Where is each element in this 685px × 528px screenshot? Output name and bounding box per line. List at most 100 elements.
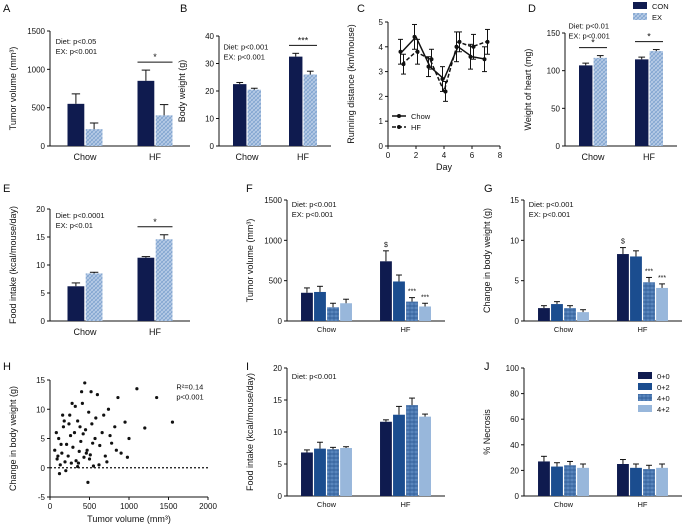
scatter-point	[61, 413, 65, 417]
scatter-point	[69, 461, 73, 465]
y-tick-label: 0	[556, 142, 561, 151]
panel-label: I	[246, 361, 249, 373]
bar-0plus0-chow	[538, 308, 550, 321]
x-tick-label: 8	[498, 151, 503, 160]
scatter-point	[76, 461, 81, 465]
x-tick-label: HF	[401, 500, 411, 509]
panel-e: E 0 5 10 15 20 Food intake (kcal/mouse/day) Cho…	[3, 183, 190, 337]
bar-0plus0-hf	[617, 254, 629, 321]
bar-ex-hf	[155, 239, 173, 321]
bar-0plus2-hf	[630, 467, 642, 496]
scatter-point	[76, 464, 80, 469]
scatter-point	[103, 454, 107, 458]
bar-4plus0-chow	[327, 307, 339, 321]
scatter-point	[60, 451, 64, 455]
x-tick-label: HF	[149, 152, 161, 162]
x-tick-label: HF	[297, 152, 309, 162]
scatter-point	[64, 469, 68, 473]
panel-label: B	[180, 3, 187, 15]
stat-text: Diet: p<0.001	[223, 43, 268, 52]
legend-marker	[397, 114, 401, 118]
x-tick-label: Chow	[73, 327, 97, 337]
bar-ex-chow	[247, 89, 261, 146]
significance-marker: ***	[298, 35, 309, 45]
y-tick-label: 1500	[27, 27, 45, 36]
scatter-point	[100, 431, 104, 435]
y-tick-label: 80	[510, 390, 519, 399]
bar-con-hf	[137, 257, 155, 321]
bar-4plus2-hf	[656, 287, 668, 321]
y-tick-label: 0	[41, 464, 46, 473]
scatter-point	[73, 404, 77, 408]
scatter-point	[81, 432, 85, 436]
x-tick-label: 0	[386, 151, 391, 160]
panel-d: D 0 50 100 150 Weight of heart (mg) Chow HF * * Di…	[523, 2, 677, 162]
panel-label: G	[484, 183, 493, 195]
data-point-hf	[415, 49, 420, 54]
stat-text: EX: p<0.001	[292, 210, 334, 219]
significance-marker: ***	[658, 275, 666, 282]
data-point-hf	[485, 39, 490, 44]
scatter-point	[68, 413, 72, 417]
bar-4plus2-chow	[577, 312, 589, 321]
x-tick-label: HF	[638, 500, 648, 509]
significance-marker: $	[384, 242, 388, 249]
scatter-point	[58, 463, 62, 467]
scatter-point	[143, 426, 147, 430]
scatter-point	[62, 419, 66, 423]
data-point-hf	[471, 44, 476, 49]
scatter-point	[110, 441, 114, 445]
y-tick-label: 30	[205, 60, 214, 69]
panel-f: F 0 500 1000 1500 Tumor volume (mm³) Chow HF $ **…	[245, 183, 445, 334]
scatter-point	[116, 395, 120, 400]
y-tick-label: 0	[515, 317, 520, 326]
y-tick-label: 20	[36, 205, 45, 214]
significance-marker: ***	[645, 268, 653, 275]
bar-0plus2-hf	[393, 414, 405, 496]
bar-4plus0-hf	[406, 301, 418, 321]
y-tick-label: 1500	[264, 196, 282, 205]
y-tick-label: 1000	[27, 65, 45, 74]
bar-0plus2-chow	[551, 304, 563, 321]
y-tick-label: -5	[38, 493, 46, 502]
scatter-point	[83, 381, 87, 385]
bar-0plus2-chow	[314, 291, 326, 321]
bar-0plus0-hf	[380, 261, 392, 321]
x-tick-label: Chow	[73, 152, 97, 162]
significance-marker: *	[153, 52, 157, 62]
bar-4plus0-chow	[327, 449, 339, 496]
scatter-point	[102, 413, 106, 417]
y-tick-label: 15	[36, 376, 45, 385]
legend-label: EX	[652, 13, 662, 22]
data-point-chow	[412, 34, 417, 39]
scatter-point	[77, 449, 81, 453]
y-tick-label: 40	[205, 32, 214, 41]
scatter-point	[70, 401, 74, 405]
bar-4plus2-hf	[419, 306, 431, 321]
scatter-point	[106, 407, 111, 411]
scatter-point	[113, 425, 117, 429]
scatter-point	[78, 425, 82, 429]
y-tick-label: 5	[41, 435, 46, 444]
scatter-point	[56, 454, 60, 458]
scatter-point	[91, 441, 95, 445]
data-point-hf	[457, 39, 462, 44]
x-tick-label: Chow	[317, 325, 337, 334]
y-tick-label: 0	[41, 317, 46, 326]
legend-label: 4+2	[657, 405, 670, 414]
x-tick-label: HF	[401, 325, 411, 334]
bar-4plus2-chow	[340, 303, 352, 321]
significance-marker: *	[647, 32, 651, 42]
y-tick-label: 1000	[264, 236, 282, 245]
bar-ex-hf	[303, 74, 317, 146]
significance-marker: *	[591, 38, 595, 48]
data-point-chow	[468, 54, 473, 59]
stat-text: Diet: p<0.001	[292, 372, 337, 381]
panel-label: C	[357, 3, 365, 15]
bar-ex-chow	[85, 273, 103, 321]
panel-g: G 0 5 10 15 Change in body weight (g) Chow HF $ *…	[482, 183, 682, 334]
bar-0plus0-hf	[617, 464, 629, 496]
scatter-point	[97, 463, 101, 467]
bar-0plus0-chow	[301, 292, 313, 321]
